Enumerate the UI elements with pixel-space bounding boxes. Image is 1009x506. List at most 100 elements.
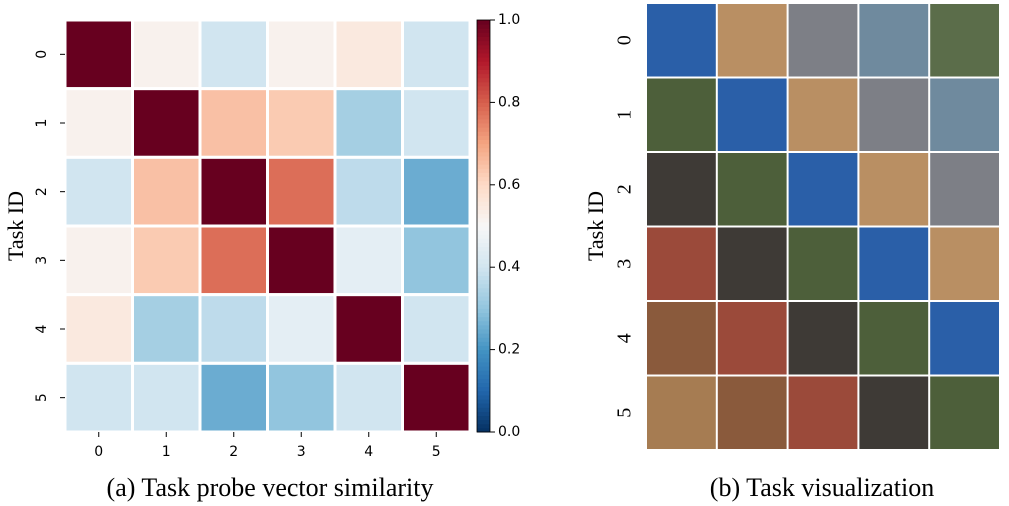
colorbar-segment [477, 115, 490, 120]
colorbar-segment [477, 177, 490, 182]
task-image [930, 4, 999, 77]
colorbar-segment [477, 210, 490, 215]
colorbar-segment [477, 333, 490, 338]
colorbar-segment [477, 90, 490, 95]
task-image [930, 302, 999, 375]
colorbar-segment [477, 251, 490, 256]
task-image [647, 4, 716, 77]
colorbar-segment [477, 300, 490, 305]
colorbar-segment [477, 61, 490, 66]
colorbar-segment [477, 337, 490, 342]
y-axis-label: Task ID [3, 191, 28, 261]
task-image [859, 228, 928, 301]
heatmap-cell [403, 295, 471, 364]
task-image [718, 302, 787, 375]
colorbar-tick-label: 1.0 [498, 12, 520, 28]
colorbar-segment [477, 144, 490, 149]
y-tick-label: 5 [34, 393, 50, 402]
heatmap-cell [200, 157, 268, 226]
colorbar-segment [477, 201, 490, 206]
colorbar-segment [477, 189, 490, 194]
colorbar-segment [477, 69, 490, 74]
x-tick-label: 3 [297, 444, 306, 460]
colorbar-tick-label: 0.8 [498, 94, 520, 110]
heatmap-cell [403, 226, 471, 295]
task-image [930, 153, 999, 226]
task-image [718, 377, 787, 450]
colorbar-segment [477, 53, 490, 58]
heatmap-cell [335, 295, 403, 364]
colorbar-segment [477, 226, 490, 231]
colorbar-segment [477, 329, 490, 334]
colorbar-segment [477, 41, 490, 46]
colorbar-segment [477, 222, 490, 227]
colorbar-segment [477, 119, 490, 124]
task-image [718, 4, 787, 77]
colorbar-segment [477, 378, 490, 383]
row-label: 4 [614, 333, 636, 343]
colorbar-segment [477, 354, 490, 359]
task-image [718, 228, 787, 301]
colorbar-segment [477, 284, 490, 289]
task-image [647, 302, 716, 375]
colorbar-tick-label: 0.4 [498, 259, 520, 275]
heatmap-cell [200, 295, 268, 364]
row-label: 5 [614, 408, 636, 418]
colorbar-segment [477, 234, 490, 239]
colorbar-segment [477, 374, 490, 379]
colorbar-segment [477, 325, 490, 330]
colorbar-segment [477, 152, 490, 157]
heatmap-cell [200, 89, 268, 158]
task-image [859, 153, 928, 226]
colorbar-segment [477, 271, 490, 276]
colorbar-segment [477, 139, 490, 144]
task-image [789, 377, 858, 450]
task-image [789, 4, 858, 77]
y-axis-label: Task ID [583, 191, 608, 261]
colorbar-segment [477, 111, 490, 116]
colorbar-segment [477, 148, 490, 153]
heatmap-cell [268, 89, 336, 158]
heatmap-cell [268, 295, 336, 364]
colorbar-segment [477, 383, 490, 388]
colorbar-segment [477, 370, 490, 375]
x-tick-label: 0 [94, 444, 103, 460]
colorbar-segment [477, 20, 490, 25]
task-image [647, 79, 716, 152]
y-tick-label: 2 [34, 187, 50, 196]
heatmap-cell [65, 89, 133, 158]
colorbar-tick-label: 0.2 [498, 342, 520, 358]
heatmap-cell [403, 20, 471, 89]
colorbar-segment [477, 172, 490, 177]
heatmap-cell [268, 20, 336, 89]
colorbar-segment [477, 185, 490, 190]
colorbar-segment [477, 164, 490, 169]
task-image [859, 4, 928, 77]
colorbar-segment [477, 94, 490, 99]
colorbar-segment [477, 407, 490, 412]
row-label: 0 [614, 35, 636, 45]
x-tick-label: 1 [162, 444, 171, 460]
colorbar-segment [477, 411, 490, 416]
colorbar-segment [477, 156, 490, 161]
x-tick-label: 5 [432, 444, 441, 460]
heatmap-cell [403, 89, 471, 158]
colorbar-tick-label: 0.6 [498, 177, 520, 193]
heatmap-cell [65, 295, 133, 364]
colorbar-segment [477, 395, 490, 400]
colorbar-segment [477, 82, 490, 87]
colorbar-segment [477, 288, 490, 293]
colorbar-segment [477, 28, 490, 33]
y-tick-label: 1 [34, 119, 50, 128]
task-image [859, 302, 928, 375]
task-image [930, 377, 999, 450]
colorbar-segment [477, 313, 490, 318]
colorbar-segment [477, 160, 490, 165]
colorbar-segment [477, 86, 490, 91]
colorbar-segment [477, 131, 490, 136]
colorbar-segment [477, 403, 490, 408]
colorbar-segment [477, 181, 490, 186]
caption: (b) Task visualization [710, 473, 934, 502]
heatmap-cell [268, 226, 336, 295]
colorbar-segment [477, 267, 490, 272]
